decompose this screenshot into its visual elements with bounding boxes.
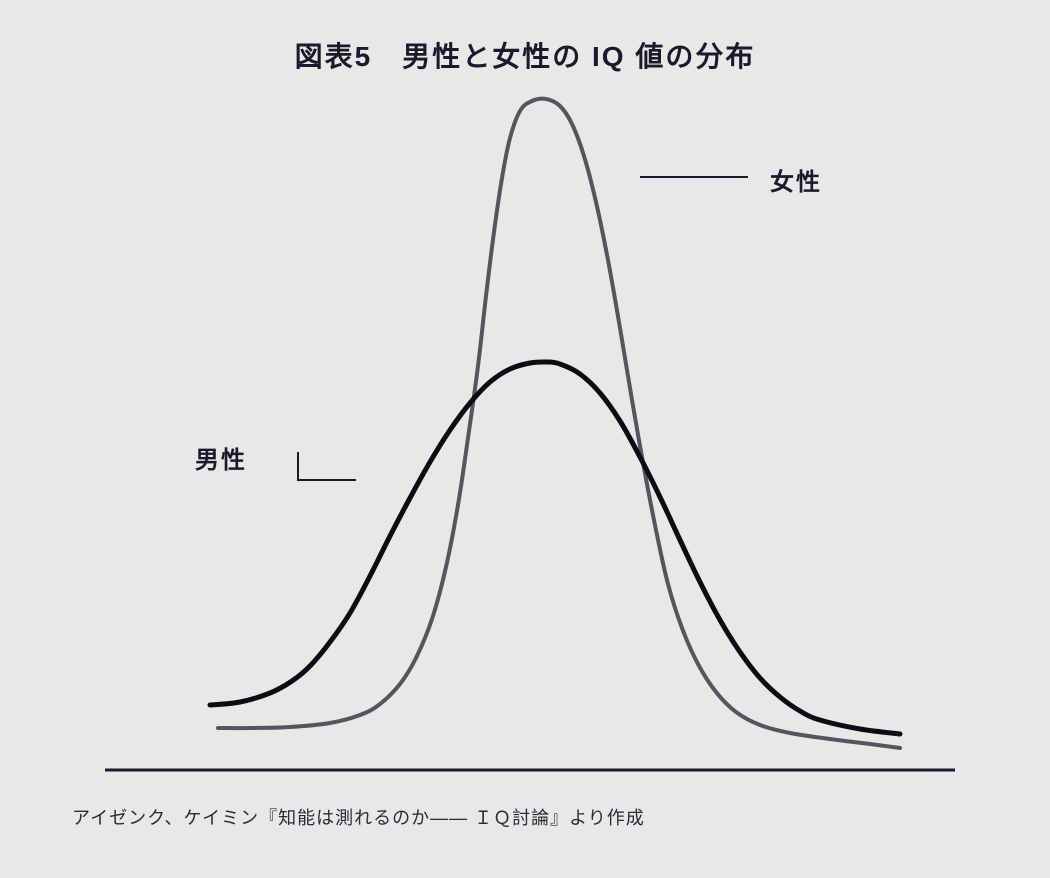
series-label-male: 男性 bbox=[195, 440, 247, 475]
chart-caption: アイゼンク、ケイミン『知能は測れるのか―― ＩＱ討論』より作成 bbox=[72, 804, 645, 830]
chart-plot bbox=[0, 0, 1050, 878]
series-label-female: 女性 bbox=[770, 162, 822, 197]
series-male bbox=[210, 362, 900, 734]
leader-male bbox=[298, 452, 356, 480]
iq-distribution-chart: 図表5 男性と女性の IQ 値の分布 女性 男性 アイゼンク、ケイミン『知能は測… bbox=[0, 0, 1050, 878]
